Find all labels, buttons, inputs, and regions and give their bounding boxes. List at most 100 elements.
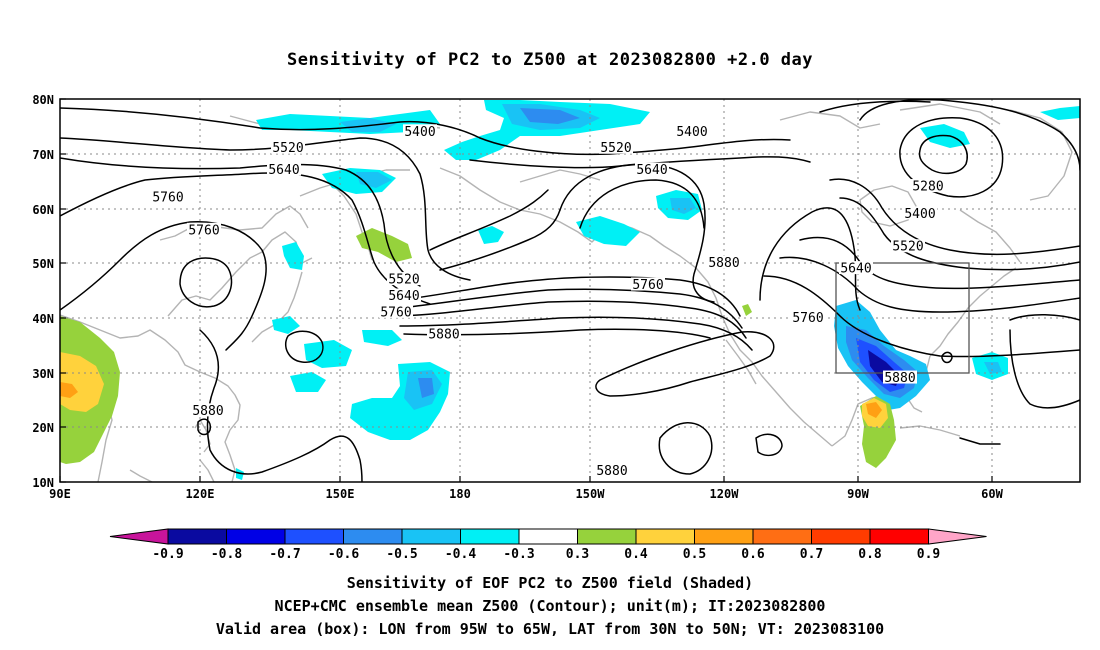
contour-label: 5280	[912, 180, 943, 195]
contour-label-bg	[151, 189, 185, 203]
colorbar-label: 0.9	[917, 547, 940, 562]
colorbar-swatch	[694, 528, 754, 545]
y-tick-label: 70N	[32, 148, 54, 162]
contour-label: 5760	[632, 278, 663, 293]
contour-labels: 5400552056405760576055205640576058805880…	[151, 124, 945, 479]
contour-label-bg	[267, 162, 301, 176]
x-tick-label: 120E	[186, 487, 215, 501]
x-tick-label: 90W	[847, 487, 869, 501]
colorbar-swatch	[869, 528, 929, 545]
colorbar-label: -0.6	[328, 547, 359, 562]
y-tick-label: 10N	[32, 476, 54, 490]
contour-label: 5400	[404, 125, 435, 140]
contour-label-bg	[891, 239, 925, 253]
colorbar-label: 0.7	[800, 547, 823, 562]
contour-label: 5880	[192, 404, 223, 419]
colorbar-label: -0.4	[445, 547, 476, 562]
x-axis-labels: 90E 120E 150E 180 150W 120W 90W 60W	[49, 487, 1003, 501]
colorbar-end-low	[109, 528, 169, 545]
caption-line-1: Sensitivity of EOF PC2 to Z500 field (Sh…	[346, 574, 754, 592]
colorbar-label: -0.5	[386, 547, 417, 562]
z500-contours	[60, 99, 1080, 482]
coastlines	[60, 103, 1073, 482]
contour-label: 5640	[636, 163, 667, 178]
contour-label: 5640	[840, 262, 871, 277]
contour-label-bg	[595, 463, 629, 477]
colorbar-swatch	[226, 528, 286, 545]
caption-line-2: NCEP+CMC ensemble mean Z500 (Contour); u…	[274, 597, 826, 615]
colorbar-label: 0.5	[683, 547, 706, 562]
x-tick-label: 150W	[576, 487, 606, 501]
contour-label: 5760	[792, 311, 823, 326]
contour-label: 5520	[892, 240, 923, 255]
contour-label-bg	[191, 403, 225, 417]
x-tick-label: 90E	[49, 487, 71, 501]
colorbar: -0.9 -0.8 -0.7 -0.6 -0.5 -0.4 -0.3 0.3 0.4 0.5 0.6…	[109, 528, 987, 562]
contour-label-bg	[675, 124, 709, 138]
contour-label: 5400	[676, 125, 707, 140]
caption-line-3: Valid area (box): LON from 95W to 65W, L…	[215, 620, 885, 638]
y-axis-labels: 80N 70N 60N 50N 40N 30N 20N 10N	[32, 93, 54, 490]
x-tick-label: 120W	[710, 487, 740, 501]
contour-label: 5880	[596, 464, 627, 479]
contour-label: 5760	[380, 305, 411, 320]
y-tick-label: 30N	[32, 367, 54, 381]
map-title: Sensitivity of PC2 to Z500 at 2023082800…	[286, 50, 813, 70]
contour-label-bg	[403, 124, 437, 138]
x-tick-label: 180	[449, 487, 471, 501]
colorbar-label: -0.7	[269, 547, 300, 562]
contour-label: 5400	[904, 207, 935, 222]
contour-label: 5640	[388, 289, 419, 304]
y-tick-label: 60N	[32, 203, 54, 217]
y-tick-label: 40N	[32, 312, 54, 326]
colorbar-swatch	[343, 528, 403, 545]
contour-label: 5880	[708, 256, 739, 271]
y-tick-label: 20N	[32, 421, 54, 435]
contour-label-bg	[631, 277, 665, 291]
contour-label-bg	[635, 162, 669, 176]
contour-label-bg	[427, 326, 461, 340]
contour-label: 5880	[884, 371, 915, 386]
colorbar-label: -0.8	[211, 547, 242, 562]
x-tick-label: 60W	[981, 487, 1003, 501]
colorbar-label: -0.3	[503, 547, 534, 562]
colorbar-swatch	[167, 528, 227, 545]
positive-shading	[60, 228, 896, 468]
colorbar-swatch	[577, 528, 637, 545]
colorbar-label: 0.3	[566, 547, 589, 562]
contour-label-bg	[271, 140, 305, 154]
map-frame	[59, 98, 1081, 483]
contour-label-bg	[883, 370, 917, 384]
tick-marks	[59, 98, 993, 483]
colorbar-swatch	[401, 528, 461, 545]
contour-label-bg	[387, 272, 421, 286]
map-area: 5400552056405760576055205640576058805880…	[60, 99, 1080, 482]
colorbar-end-high	[928, 528, 987, 545]
contour-label-bg	[903, 206, 937, 220]
colorbar-swatch	[284, 528, 344, 545]
contour-label-bg	[599, 140, 633, 154]
contour-label-bg	[387, 288, 421, 302]
contour-label-bg	[911, 179, 945, 193]
contour-label: 5520	[600, 141, 631, 156]
colorbar-swatch	[460, 528, 520, 545]
colorbar-label: 0.4	[624, 547, 648, 562]
contour-label: 5520	[388, 273, 419, 288]
graticule	[60, 99, 1080, 482]
contour-label: 5640	[268, 163, 299, 178]
x-tick-label: 150E	[326, 487, 355, 501]
colorbar-swatch	[752, 528, 812, 545]
contour-label-bg	[707, 255, 741, 269]
contour-label: 5520	[272, 141, 303, 156]
colorbar-label: 0.8	[858, 547, 882, 562]
colorbar-swatch	[635, 528, 695, 545]
y-tick-label: 80N	[32, 93, 54, 107]
contour-label-bg	[791, 310, 825, 324]
y-tick-label: 50N	[32, 257, 54, 271]
colorbar-label: 0.6	[741, 547, 765, 562]
contour-label-bg	[379, 304, 413, 318]
contour-label: 5760	[152, 190, 183, 205]
contour-label: 5760	[188, 223, 219, 238]
colorbar-swatch	[811, 528, 871, 545]
